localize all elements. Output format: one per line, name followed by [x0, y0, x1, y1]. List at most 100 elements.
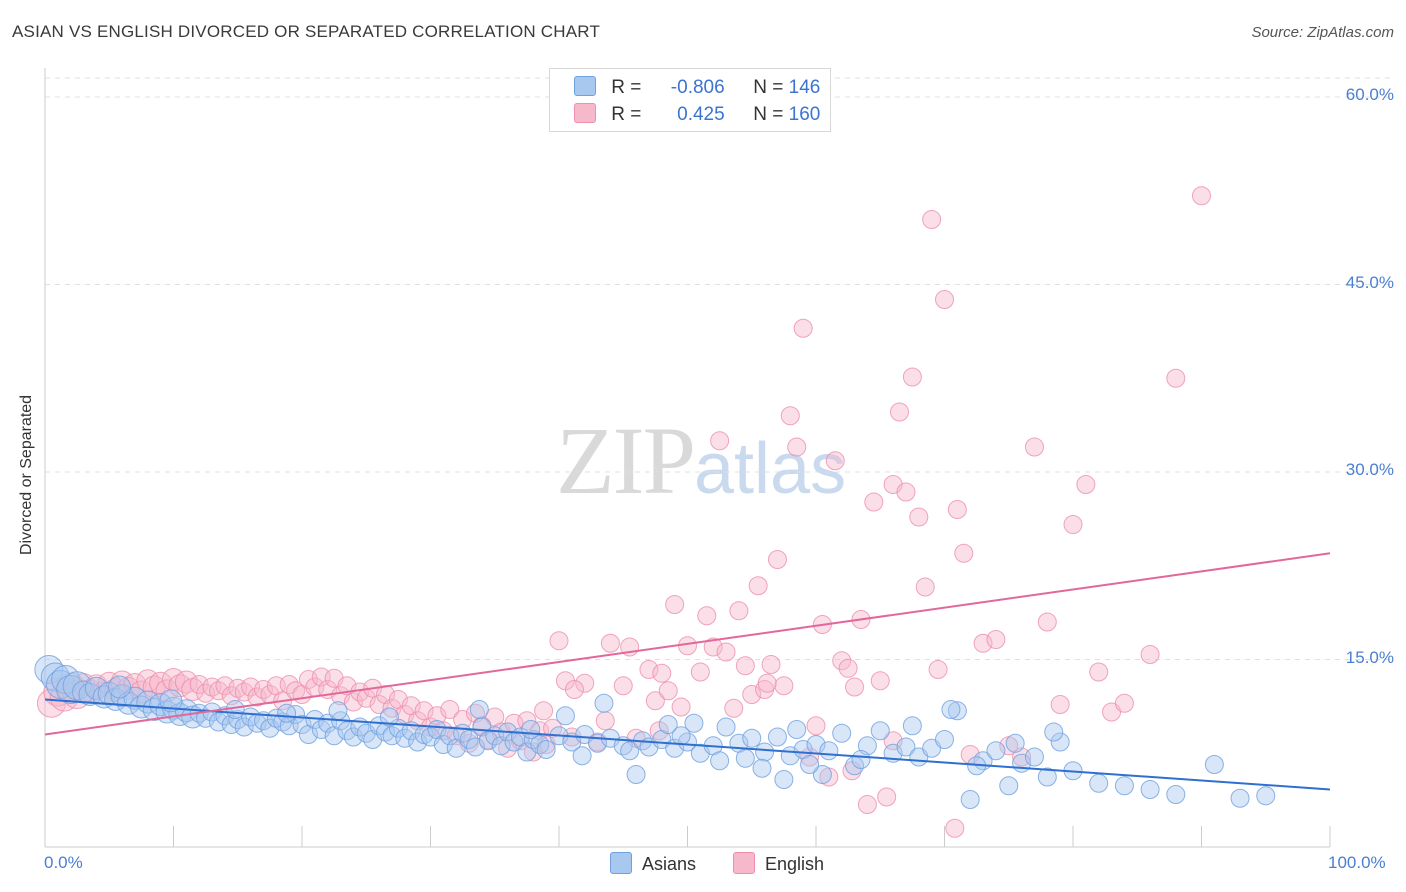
asian-point — [716, 717, 736, 737]
asian-point — [234, 717, 254, 737]
asian-point — [1005, 733, 1025, 753]
english-point — [710, 431, 730, 451]
asian-point — [620, 741, 640, 761]
english-point — [735, 656, 755, 676]
english-point — [774, 676, 794, 696]
asian-point — [1024, 747, 1044, 767]
english-point — [857, 795, 877, 814]
english-point — [1037, 612, 1057, 632]
asian-point — [870, 721, 890, 741]
asian-point — [671, 726, 691, 746]
english-point — [724, 698, 744, 718]
y-tick-label: 60.0% — [1345, 85, 1394, 104]
asian-point — [1204, 755, 1224, 774]
legend-swatch-english — [574, 103, 596, 123]
asian-point — [1050, 732, 1070, 752]
chart-title: ASIAN VS ENGLISH DIVORCED OR SEPARATED C… — [12, 22, 601, 41]
english-point — [549, 631, 569, 651]
english-point — [253, 680, 273, 699]
english-point — [564, 680, 584, 699]
asian-point — [819, 741, 839, 761]
english-point — [671, 697, 691, 717]
bottom-legend-swatch-english — [733, 852, 755, 874]
asian-point — [328, 701, 348, 721]
y-axis-label-wrap: Divorced or Separated — [18, 395, 178, 573]
english-point — [757, 673, 777, 693]
asian-point — [277, 703, 297, 723]
asian-point — [62, 671, 92, 701]
asian-point — [960, 790, 980, 809]
english-point — [645, 691, 665, 711]
legend-r-label: R = — [611, 77, 642, 98]
english-point — [1050, 695, 1070, 714]
asian-point — [572, 746, 592, 766]
asian-point — [408, 732, 428, 752]
x-tick-label-max: 100.0% — [1328, 853, 1386, 872]
english-point — [832, 651, 852, 671]
english-point — [600, 633, 620, 653]
english-point — [825, 451, 845, 471]
asian-point — [1114, 776, 1134, 796]
english-point — [575, 673, 595, 693]
asian-point — [851, 750, 871, 769]
english-point — [665, 595, 685, 614]
english-point — [890, 402, 910, 422]
english-point — [761, 655, 781, 674]
asian-point — [710, 751, 730, 771]
legend-swatch-asians — [574, 76, 596, 96]
english-point — [973, 633, 993, 653]
asian-point — [84, 676, 108, 700]
english-point — [909, 507, 929, 527]
english-point — [845, 677, 865, 697]
asian-point — [755, 742, 775, 762]
english-point — [613, 676, 633, 696]
asian-point — [800, 755, 820, 774]
asian-point — [530, 735, 550, 754]
english-point — [742, 685, 762, 704]
english-point — [935, 290, 954, 309]
asian-point — [1089, 773, 1109, 793]
english-point — [414, 701, 434, 721]
english-point — [369, 695, 389, 714]
english-point — [1192, 186, 1211, 206]
legend-n-label: N = — [753, 77, 784, 98]
asian-point — [292, 715, 312, 734]
bottom-legend-label-english: English — [765, 854, 825, 874]
english-point — [343, 692, 363, 712]
english-point — [1089, 662, 1109, 682]
asian-point — [735, 748, 755, 768]
english-point — [174, 670, 198, 694]
y-tick-label: 30.0% — [1345, 460, 1394, 479]
watermark-atlas: atlas — [694, 429, 847, 509]
english-point — [947, 500, 967, 519]
asian-point — [787, 720, 807, 739]
english-point — [703, 637, 723, 657]
english-point — [149, 671, 173, 695]
asian-trend-line — [44, 698, 1331, 791]
legend-n-value-asians: 146 — [788, 77, 821, 98]
asian-point — [159, 689, 183, 713]
asian-point — [999, 776, 1019, 796]
asian-point — [986, 741, 1006, 761]
asian-point — [469, 700, 489, 719]
english-point — [877, 787, 897, 807]
english-point — [986, 630, 1006, 649]
english-point — [806, 716, 826, 736]
asian-point — [832, 723, 852, 743]
correlation-legend: R = -0.806 N = 146 R = 0.425 N = 160 — [549, 68, 831, 132]
english-point — [658, 681, 678, 701]
asian-point — [536, 740, 556, 759]
asian-point — [555, 706, 575, 726]
asian-point — [34, 655, 64, 684]
x-tick-label-min: 0.0% — [44, 853, 83, 872]
legend-r-label: R = — [611, 104, 642, 125]
legend-row-english: R = 0.425 N = 160 — [574, 103, 820, 126]
english-point — [767, 550, 787, 569]
asian-point — [1044, 722, 1064, 742]
english-trend-line — [44, 552, 1331, 736]
english-point — [793, 318, 813, 338]
english-point — [690, 662, 710, 682]
asian-point — [459, 730, 479, 749]
english-point — [1114, 693, 1134, 713]
